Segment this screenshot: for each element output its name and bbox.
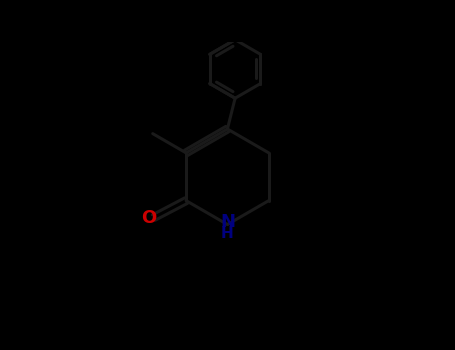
- Text: O: O: [141, 209, 156, 226]
- Text: N: N: [220, 213, 235, 231]
- Text: H: H: [221, 226, 234, 241]
